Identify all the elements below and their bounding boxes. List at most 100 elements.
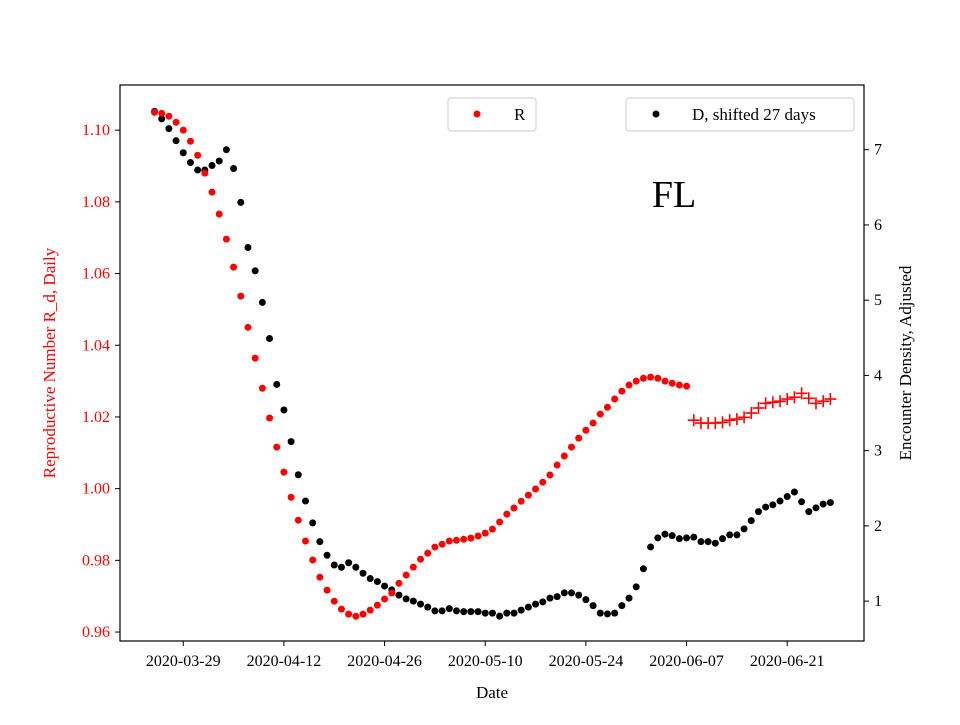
r-point xyxy=(381,595,389,603)
r-point xyxy=(158,109,166,117)
r-point xyxy=(208,188,216,196)
r-plus-marker xyxy=(824,393,837,406)
r-point xyxy=(582,426,590,434)
d-point xyxy=(179,149,187,157)
r-point xyxy=(661,377,669,385)
x-tick-label: 2020-05-24 xyxy=(549,653,624,670)
r-point xyxy=(294,516,302,524)
legend-r-label: R xyxy=(514,105,526,124)
d-point xyxy=(819,500,827,508)
d-point xyxy=(625,594,633,602)
r-point xyxy=(460,535,468,543)
d-point xyxy=(409,597,417,605)
legend-d: D, shifted 27 days xyxy=(625,97,855,132)
d-point xyxy=(330,561,338,569)
left-y-tick-label: 1.00 xyxy=(82,481,110,498)
d-point xyxy=(266,335,274,343)
d-point xyxy=(424,603,432,611)
r-point xyxy=(309,556,317,564)
r-plus-marker xyxy=(766,396,779,409)
r-point xyxy=(683,382,691,390)
legend-r: R xyxy=(447,97,537,132)
d-point xyxy=(373,578,381,586)
d-point xyxy=(568,589,576,597)
d-point xyxy=(273,380,281,388)
r-point xyxy=(230,263,238,271)
r-point xyxy=(316,573,324,581)
d-point xyxy=(345,559,353,567)
right-y-tick-label: 4 xyxy=(874,367,882,384)
right-y-tick-label: 6 xyxy=(874,217,882,234)
d-point xyxy=(294,471,302,479)
d-point xyxy=(826,499,834,507)
r-point xyxy=(280,468,288,476)
r-plus-marker xyxy=(716,416,729,429)
d-point xyxy=(165,125,173,133)
r-point xyxy=(402,571,410,579)
r-point xyxy=(553,461,561,469)
d-point xyxy=(244,244,252,252)
right-y-tick-label: 3 xyxy=(874,443,882,460)
d-point xyxy=(697,538,705,546)
r-point xyxy=(165,112,173,120)
d-point xyxy=(654,534,662,542)
r-point xyxy=(258,384,266,392)
r-point xyxy=(266,414,274,422)
r-point xyxy=(474,532,482,540)
r-plus-marker xyxy=(774,395,787,408)
r-point xyxy=(222,235,230,243)
d-point xyxy=(366,575,374,583)
d-point xyxy=(309,519,317,527)
r-plus-marker xyxy=(730,413,743,426)
left-y-tick-label: 1.04 xyxy=(82,337,110,354)
d-point xyxy=(337,563,345,571)
x-tick-label: 2020-05-10 xyxy=(448,653,523,670)
r-point xyxy=(373,601,381,609)
x-axis: 2020-03-29 2020-04-12 2020-04-26 2020-05-10… xyxy=(146,641,825,670)
d-point xyxy=(381,582,389,590)
d-point xyxy=(488,609,496,617)
d-point xyxy=(158,115,166,123)
r-point xyxy=(301,537,309,545)
d-point xyxy=(754,508,762,516)
r-plus-marker xyxy=(752,401,765,414)
d-point xyxy=(510,609,518,617)
r-plus-marker xyxy=(738,411,751,424)
d-point xyxy=(467,608,475,616)
d-point xyxy=(618,602,626,610)
r-point xyxy=(424,549,432,557)
d-point xyxy=(251,267,259,275)
r-point xyxy=(244,323,252,331)
d-point xyxy=(395,591,403,599)
r-point xyxy=(596,410,604,418)
d-point xyxy=(481,609,489,617)
left-y-tick-label: 0.98 xyxy=(82,552,110,569)
right-y-axis-label: Encounter Density, Adjusted xyxy=(896,265,915,460)
r-point xyxy=(488,525,496,533)
x-tick-label: 2020-04-26 xyxy=(347,653,422,670)
d-point xyxy=(661,530,669,538)
r-point xyxy=(632,377,640,385)
r-plus-marker xyxy=(817,395,830,408)
r-point xyxy=(654,374,662,382)
r-point xyxy=(481,529,489,537)
left-y-tick-label: 1.06 xyxy=(82,266,110,283)
r-point xyxy=(532,485,540,493)
d-point xyxy=(747,517,755,525)
r-point xyxy=(647,373,655,381)
d-point xyxy=(611,609,619,617)
d-point xyxy=(402,595,410,603)
d-point xyxy=(417,600,425,608)
d-point xyxy=(812,504,820,512)
r-plus-marker xyxy=(802,392,815,405)
r-point xyxy=(201,169,209,177)
d-point xyxy=(790,488,798,496)
right-y-tick-label: 1 xyxy=(874,593,882,610)
d-point xyxy=(639,565,647,573)
d-point xyxy=(237,198,245,206)
r-point xyxy=(668,379,676,387)
r-point xyxy=(388,589,396,597)
d-point xyxy=(524,603,532,611)
r-point xyxy=(359,610,367,618)
r-point xyxy=(546,471,554,479)
